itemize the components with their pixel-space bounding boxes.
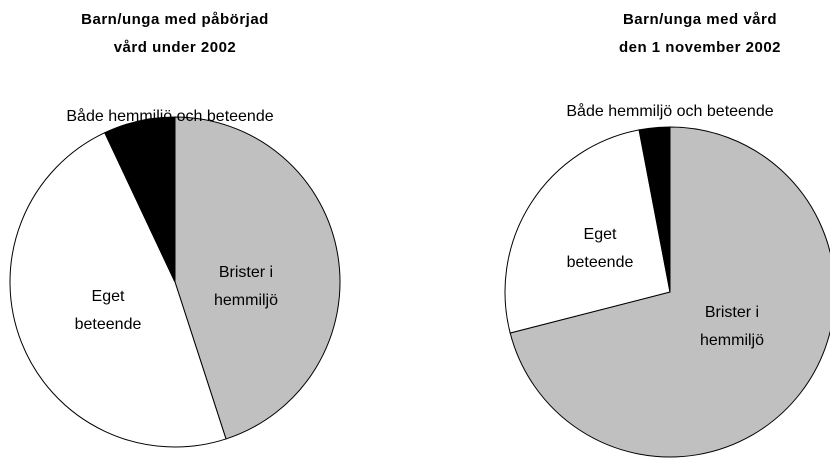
slice-label: Brister i <box>705 304 759 321</box>
slice-label: beteende <box>75 316 142 333</box>
slice-label: beteende <box>567 254 634 271</box>
pie-slice <box>9 132 227 448</box>
chart-title: vård under 2002 <box>114 39 237 56</box>
pie-slice <box>504 129 671 334</box>
chart-title: Barn/unga med vård <box>623 11 777 28</box>
pie-slice <box>104 116 176 283</box>
chart-title: Barn/unga med påbörjad <box>81 11 269 28</box>
slice-label: Både hemmiljö och beteende <box>566 102 773 120</box>
slice-label: Brister i <box>219 264 273 281</box>
pie-slice <box>638 126 671 293</box>
chart-title: den 1 november 2002 <box>619 39 781 56</box>
slice-label: Både hemmiljö och beteende <box>66 107 273 125</box>
slice-label: hemmiljö <box>214 292 278 309</box>
slice-label: Eget <box>584 226 617 243</box>
slice-label: hemmiljö <box>700 332 764 349</box>
slice-label: Eget <box>92 288 125 305</box>
pie-slice <box>174 116 341 440</box>
